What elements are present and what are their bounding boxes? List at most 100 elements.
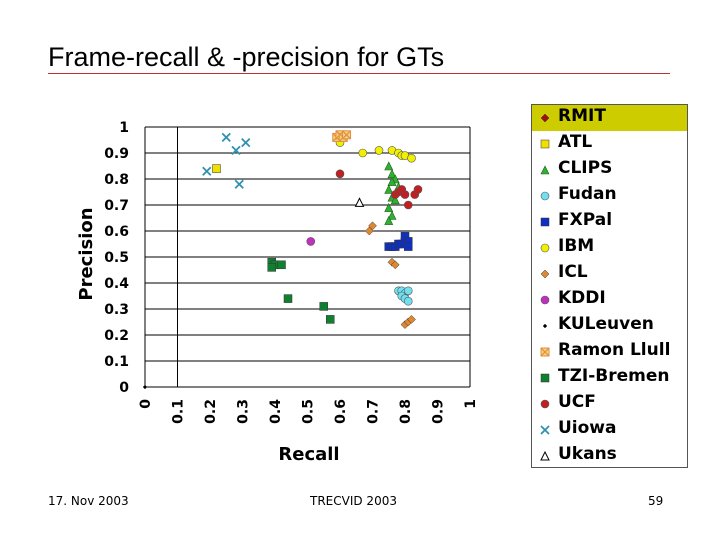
y-tick-label: 1 — [119, 120, 129, 136]
legend-label: KULeuven — [558, 314, 654, 334]
legend-marker — [538, 371, 552, 385]
legend-item: FXPal — [532, 209, 687, 235]
y-tick-label: 0 — [119, 380, 129, 396]
series-ukans — [356, 198, 364, 206]
data-point — [375, 146, 383, 154]
legend-item: TZI-Bremen — [532, 365, 687, 391]
data-point — [404, 243, 412, 251]
x-tick-label: 0.1 — [171, 399, 187, 424]
legend-item: RMIT — [532, 105, 687, 131]
legend-label: TZI-Bremen — [558, 366, 670, 386]
legend-item: ATL — [532, 131, 687, 157]
x-tick-label: 0.5 — [301, 399, 317, 424]
data-point — [326, 315, 334, 323]
legend-label: IBM — [558, 236, 594, 256]
y-tick-label: 0.2 — [104, 328, 129, 344]
data-point — [414, 185, 422, 193]
legend-label: Ukans — [558, 444, 617, 464]
series-ibm — [336, 139, 416, 163]
legend-marker — [538, 423, 552, 437]
legend-label: CLIPS — [558, 158, 612, 178]
y-tick-label: 0.7 — [104, 198, 129, 214]
legend-label: Uiowa — [558, 418, 617, 438]
data-point — [359, 149, 367, 157]
series-atl — [213, 165, 221, 173]
y-tick-label: 0.5 — [104, 250, 129, 266]
data-point — [385, 162, 393, 170]
y-tick-label: 0.6 — [104, 224, 129, 240]
data-point — [278, 261, 286, 269]
data-point — [408, 154, 416, 162]
data-point — [404, 297, 412, 305]
legend-marker — [538, 397, 552, 411]
footer-date: 17. Nov 2003 — [48, 494, 129, 508]
chart-legend: RMIT ATL CLIPS Fudan FXPal IBM ICL KDDI KULeuven… — [531, 104, 688, 468]
data-point — [213, 165, 221, 173]
x-tick-label: 0.6 — [333, 399, 349, 424]
x-tick-label: 0.4 — [268, 399, 284, 424]
legend-item: ICL — [532, 261, 687, 287]
data-point — [143, 385, 147, 389]
y-tick-label: 0.1 — [104, 354, 129, 370]
data-point — [268, 263, 276, 271]
data-point — [235, 180, 243, 188]
x-tick-labels: 0 0.1 0.2 0.3 0.4 0.5 0.6 0.7 0.8 0.9 1 — [138, 399, 479, 424]
y-tick-label: 0.4 — [104, 276, 129, 292]
legend-label: ATL — [558, 132, 592, 152]
legend-item: IBM — [532, 235, 687, 261]
legend-item: UCF — [532, 391, 687, 417]
legend-marker — [538, 293, 552, 307]
data-point — [401, 191, 409, 199]
legend-marker — [538, 189, 552, 203]
series-fudan — [395, 287, 413, 305]
legend-label: FXPal — [558, 210, 612, 230]
series-uiowa — [203, 133, 250, 188]
x-tick-label: 0.8 — [398, 399, 414, 424]
series-kddi — [307, 237, 315, 245]
x-tick-label: 0.9 — [431, 399, 447, 424]
x-tick-label: 0.7 — [366, 399, 382, 424]
data-point — [203, 167, 211, 175]
x-axis-label: Recall — [278, 444, 339, 465]
legend-label: RMIT — [558, 106, 606, 126]
legend-item: Fudan — [532, 183, 687, 209]
legend-item: Ramon Llull — [532, 339, 687, 365]
y-tick-label: 0.9 — [104, 146, 129, 162]
data-point — [336, 170, 344, 178]
legend-marker — [538, 241, 552, 255]
series-tzi-bremen — [268, 258, 335, 323]
series-ramon-llull — [333, 131, 351, 142]
legend-label: UCF — [558, 392, 596, 412]
legend-marker — [538, 111, 552, 125]
data-point — [404, 287, 412, 295]
data-point — [356, 198, 364, 206]
legend-marker — [538, 345, 552, 359]
legend-marker — [538, 319, 552, 333]
legend-label: ICL — [558, 262, 588, 282]
series-kuleuven — [143, 385, 147, 389]
legend-marker — [538, 163, 552, 177]
legend-label: Ramon Llull — [558, 340, 670, 360]
x-tick-label: 1 — [463, 399, 479, 409]
legend-item: CLIPS — [532, 157, 687, 183]
x-tick-label: 0.3 — [236, 399, 252, 424]
legend-marker — [538, 215, 552, 229]
legend-item: KDDI — [532, 287, 687, 313]
data-point — [222, 133, 230, 141]
data-point — [307, 237, 315, 245]
y-tick-label: 0.3 — [104, 302, 129, 318]
x-tick-label: 0.2 — [203, 399, 219, 424]
legend-marker — [538, 449, 552, 463]
legend-item: Uiowa — [532, 417, 687, 443]
series-fxpal — [385, 232, 413, 250]
legend-label: KDDI — [558, 288, 606, 308]
y-tick-labels: 0 0.1 0.2 0.3 0.4 0.5 0.6 0.7 0.8 0.9 1 — [104, 120, 129, 396]
data-point — [404, 201, 412, 209]
y-tick-label: 0.8 — [104, 172, 129, 188]
legend-label: Fudan — [558, 184, 617, 204]
data-point — [284, 295, 292, 303]
legend-marker — [538, 137, 552, 151]
series-ucf — [336, 170, 422, 209]
legend-marker — [538, 267, 552, 281]
data-points — [143, 131, 422, 389]
